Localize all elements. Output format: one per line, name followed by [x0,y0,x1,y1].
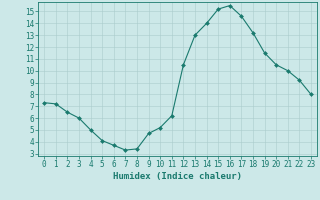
X-axis label: Humidex (Indice chaleur): Humidex (Indice chaleur) [113,172,242,181]
